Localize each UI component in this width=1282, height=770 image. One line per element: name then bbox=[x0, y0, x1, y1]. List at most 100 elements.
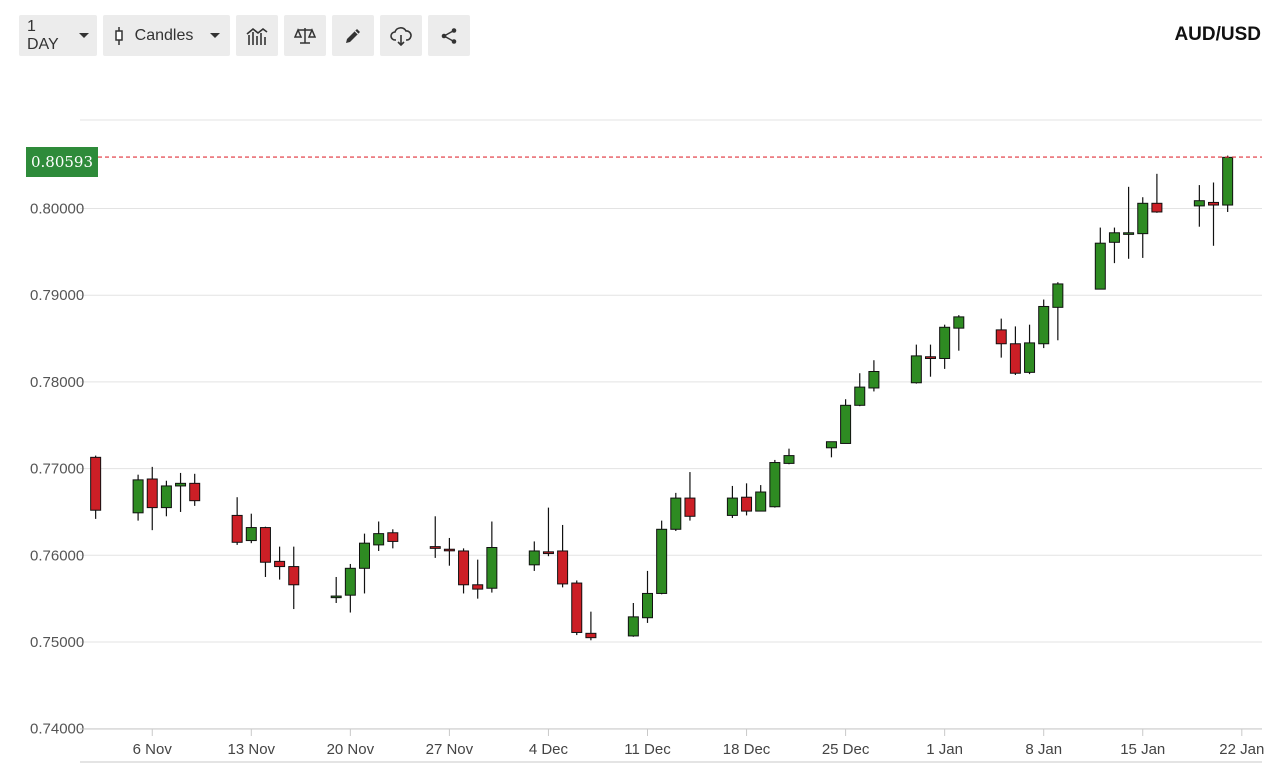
candle[interactable] bbox=[910, 344, 922, 384]
candle[interactable] bbox=[995, 318, 1007, 358]
candle[interactable] bbox=[557, 524, 569, 588]
candle-body-up bbox=[783, 455, 795, 464]
candle[interactable] bbox=[854, 373, 866, 407]
candle[interactable] bbox=[741, 483, 753, 516]
candle[interactable] bbox=[1038, 299, 1050, 349]
candle[interactable] bbox=[160, 480, 172, 517]
candle[interactable] bbox=[1208, 182, 1219, 246]
x-tick-label: 15 Jan bbox=[1120, 741, 1165, 758]
candle-body-down bbox=[288, 566, 300, 586]
candle[interactable] bbox=[783, 448, 795, 465]
candle[interactable] bbox=[642, 570, 653, 623]
candle[interactable] bbox=[231, 497, 243, 545]
candle[interactable] bbox=[627, 602, 639, 637]
candle-body-up bbox=[1222, 156, 1234, 206]
candle[interactable] bbox=[571, 580, 583, 636]
candle[interactable] bbox=[288, 546, 300, 610]
candle[interactable] bbox=[359, 533, 370, 594]
candle-body-down bbox=[458, 550, 470, 586]
symbol-title: AUD/USD bbox=[1174, 24, 1261, 45]
candle-body-up bbox=[939, 326, 951, 359]
candle-body-up bbox=[175, 482, 187, 487]
candle-body-up bbox=[344, 567, 356, 596]
candle[interactable] bbox=[925, 344, 936, 377]
candle[interactable] bbox=[840, 399, 852, 444]
candle[interactable] bbox=[953, 315, 965, 351]
share-icon bbox=[440, 27, 458, 45]
candle[interactable] bbox=[1151, 173, 1163, 213]
candle[interactable] bbox=[1024, 324, 1036, 375]
candle-body-up bbox=[330, 595, 342, 599]
candle[interactable] bbox=[1052, 282, 1064, 341]
candle[interactable] bbox=[726, 485, 738, 519]
candle[interactable] bbox=[542, 507, 554, 557]
candle[interactable] bbox=[755, 485, 767, 512]
candle-body-down bbox=[472, 584, 484, 590]
candle-body-up bbox=[486, 546, 498, 589]
candle[interactable] bbox=[1193, 185, 1205, 227]
candle-body-up bbox=[627, 616, 639, 637]
candle-body-up bbox=[769, 462, 781, 508]
candle-body-down bbox=[542, 551, 554, 555]
candle-body-up bbox=[726, 497, 738, 516]
candle-body-up bbox=[1193, 200, 1205, 207]
candle[interactable] bbox=[175, 472, 187, 512]
compare-scale-icon bbox=[294, 26, 316, 46]
chart-type-dropdown[interactable]: Candles bbox=[103, 15, 230, 56]
candle[interactable] bbox=[132, 474, 144, 521]
candle[interactable] bbox=[443, 537, 455, 566]
cloud-save-icon bbox=[390, 26, 412, 46]
candle[interactable] bbox=[656, 520, 668, 595]
indicators-button[interactable] bbox=[236, 15, 278, 56]
candle-body-down bbox=[571, 582, 583, 633]
candle[interactable] bbox=[387, 529, 399, 549]
candle[interactable] bbox=[1123, 186, 1135, 259]
candle[interactable] bbox=[939, 324, 951, 369]
compare-button[interactable] bbox=[284, 15, 326, 56]
candle[interactable] bbox=[486, 521, 498, 593]
candle-body-up bbox=[670, 497, 682, 530]
candle[interactable] bbox=[1137, 197, 1149, 258]
candle[interactable] bbox=[330, 576, 342, 603]
last-price-badge: 0.80593 bbox=[26, 147, 98, 177]
candle[interactable] bbox=[684, 472, 696, 521]
candle[interactable] bbox=[528, 541, 540, 571]
candle-body-up bbox=[910, 355, 922, 384]
candle[interactable] bbox=[259, 526, 271, 577]
candle-body-up bbox=[1108, 232, 1120, 243]
candle-body-up bbox=[868, 370, 880, 389]
candle[interactable] bbox=[429, 516, 441, 558]
candle[interactable] bbox=[769, 459, 781, 508]
candle[interactable] bbox=[585, 611, 597, 641]
candle-body-down bbox=[189, 482, 201, 502]
candle[interactable] bbox=[825, 441, 837, 458]
candle[interactable] bbox=[1009, 326, 1021, 375]
candle[interactable] bbox=[472, 559, 484, 599]
save-cloud-button[interactable] bbox=[380, 15, 422, 56]
candle[interactable] bbox=[1108, 227, 1120, 264]
draw-button[interactable] bbox=[332, 15, 374, 56]
y-tick-label: 0.79000 bbox=[30, 287, 84, 304]
candlestick-icon bbox=[113, 26, 125, 46]
interval-dropdown[interactable]: 1 DAY bbox=[19, 15, 97, 56]
y-tick-label: 0.74000 bbox=[30, 721, 84, 738]
candle[interactable] bbox=[245, 513, 257, 544]
candle[interactable] bbox=[189, 473, 201, 506]
candle[interactable] bbox=[344, 563, 356, 613]
candle[interactable] bbox=[1094, 227, 1106, 290]
candle-body-down bbox=[995, 329, 1007, 345]
candle-body-down bbox=[443, 548, 455, 552]
x-tick-label: 18 Dec bbox=[723, 741, 771, 758]
y-tick-label: 0.80000 bbox=[30, 201, 84, 218]
candle[interactable] bbox=[90, 455, 102, 519]
candle[interactable] bbox=[670, 492, 682, 532]
share-button[interactable] bbox=[428, 15, 470, 56]
candle[interactable] bbox=[373, 521, 385, 551]
candle[interactable] bbox=[274, 546, 286, 580]
candle[interactable] bbox=[1222, 155, 1234, 212]
candle[interactable] bbox=[146, 466, 158, 531]
candle[interactable] bbox=[458, 548, 470, 594]
chevron-down-icon bbox=[209, 33, 220, 38]
candle[interactable] bbox=[868, 360, 880, 392]
